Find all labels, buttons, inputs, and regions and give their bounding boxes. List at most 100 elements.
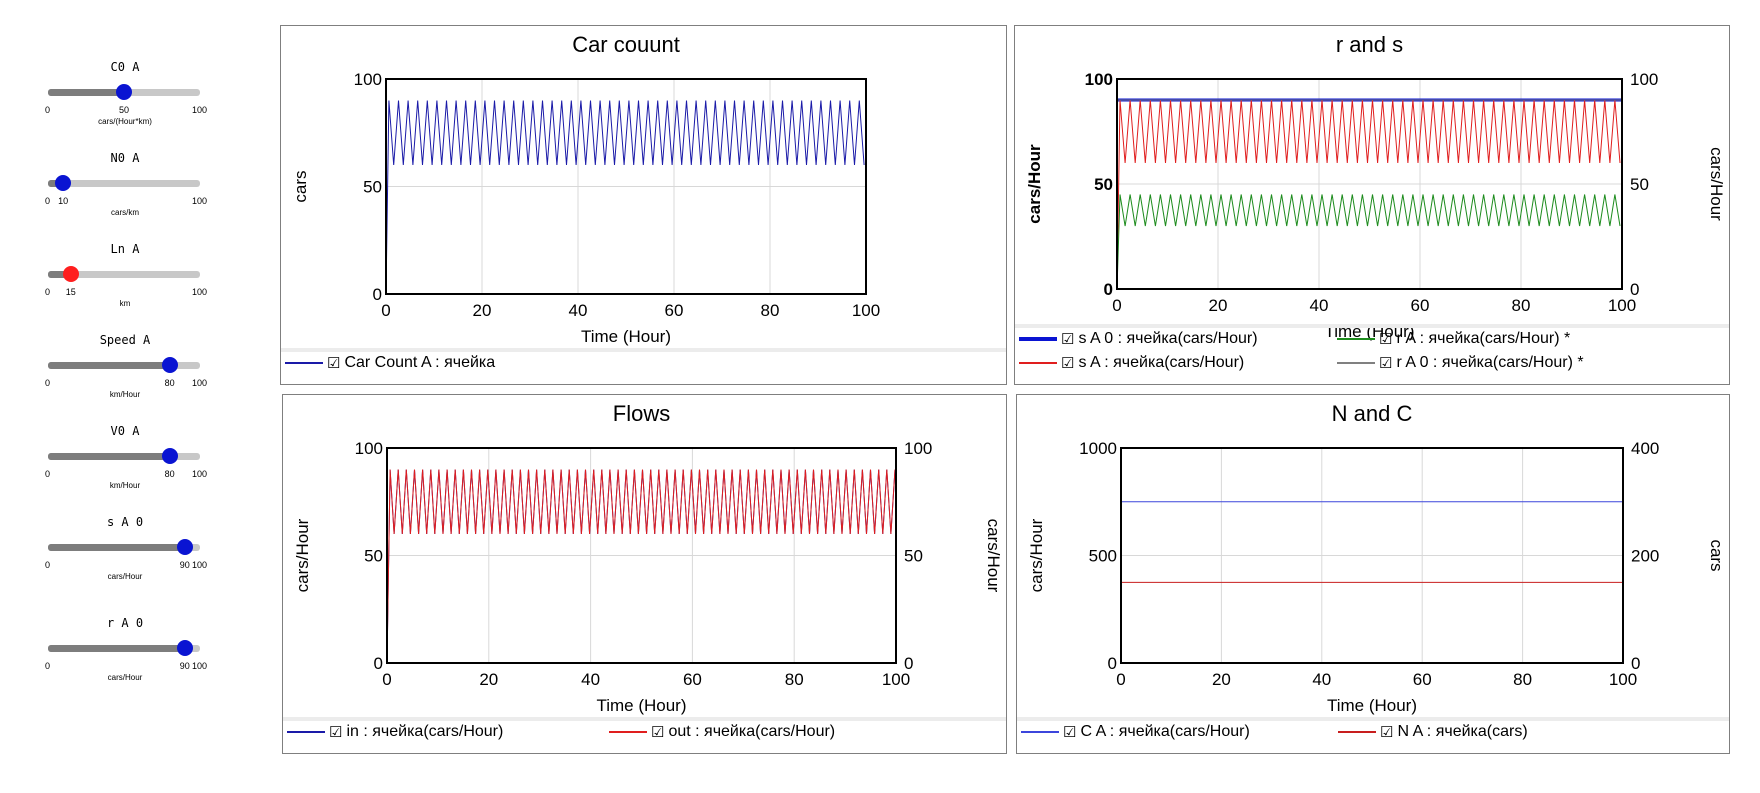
x-tick-label: 60 [665,301,684,320]
x-axis-label: Time (Hour) [596,696,686,715]
slider-min: 0 [45,560,51,570]
plot-frame [386,447,897,664]
x-tick-label: 80 [1513,670,1532,689]
series-line-1 [1116,99,1621,290]
slider-unit: cars/km [111,208,139,217]
legend-item[interactable]: ☑ in : ячейка(cars/Hour) [287,723,503,741]
x-axis-label: Time (Hour) [581,327,671,346]
y-tick-label-right: 400 [1631,439,1659,458]
slider-thumb[interactable] [176,539,193,555]
legend-checkbox[interactable]: ☑ [327,355,341,372]
legend-item[interactable]: ☑ C A : ячейка(cars/Hour) [1021,723,1250,741]
x-tick-label: 80 [785,670,804,689]
slider-track[interactable] [48,539,200,555]
legend-checkbox[interactable]: ☑ [651,724,665,741]
slider-s-a-0[interactable]: s A 0 0 90 100 cars/Hour [40,515,210,601]
legend-swatch [1021,731,1059,733]
slider-value: 80 [164,469,175,479]
slider-thumb[interactable] [161,357,178,373]
legend-checkbox[interactable]: ☑ [1063,724,1077,741]
chart-title: N and C [1332,401,1413,426]
chart-panel-flows: Flows 0 20 40 60 80 100 0 50 100 0 50 100 Time (Hour)… [282,394,1007,754]
slider-n0-a[interactable]: N0 A 0 10 100 cars/km [40,151,210,237]
y-axis-label: cars [291,170,310,202]
slider-r-a-0[interactable]: r A 0 0 90 100 cars/Hour [40,616,210,702]
plot-frame [385,78,867,295]
slider-track[interactable] [48,175,200,191]
slider-min: 0 [45,105,51,115]
slider-thumb[interactable] [62,266,79,282]
slider-value: 15 [65,287,76,297]
legend-item[interactable]: ☑ s A 0 : ячейка(cars/Hour) [1019,330,1258,348]
slider-fill [48,271,71,278]
slider-value: 50 [118,105,129,115]
slider-track[interactable] [48,448,200,464]
slider-max: 100 [192,661,208,671]
legend-divider [1017,717,1729,721]
slider-thumb[interactable] [176,640,193,656]
slider-fill [48,544,185,551]
slider-ln-a[interactable]: Ln A 0 15 100 km [40,242,210,328]
y-tick-label-right: 50 [904,547,923,566]
legend-label: s A : ячейка(cars/Hour) [1078,354,1245,371]
slider-thumb[interactable] [161,448,178,464]
legend-checkbox[interactable]: ☑ [1379,331,1393,348]
legend-divider [283,717,1006,721]
slider-thumb[interactable] [116,84,132,100]
y-tick-label-right: 50 [1630,175,1649,194]
y-tick-label-right: 100 [1630,70,1658,89]
y-axis-label: cars/Hour [1027,518,1046,592]
slider-value: 80 [164,378,175,388]
slider-unit: cars/(Hour*km) [98,117,152,126]
plot-frame [1120,447,1624,664]
slider-speed-a[interactable]: Speed A 0 80 100 km/Hour [40,333,210,419]
slider-value: 90 [179,661,190,671]
slider-min: 0 [45,196,51,206]
legend-item[interactable]: ☑ r A : ячейка(cars/Hour) * [1337,330,1570,348]
chart-title: Car couunt [572,32,680,57]
legend-checkbox[interactable]: ☑ [1061,331,1075,348]
legend-checkbox[interactable]: ☑ [1061,355,1075,372]
legend-divider [1015,324,1729,328]
slider-thumb[interactable] [55,175,72,191]
x-tick-label: 100 [1609,670,1637,689]
legend-item[interactable]: ☑ r A 0 : ячейка(cars/Hour) * [1337,354,1584,372]
legend-swatch [609,731,647,733]
slider-label: V0 A [110,424,140,438]
slider-unit: km/Hour [109,481,141,490]
x-tick-label: 80 [761,301,780,320]
legend-item[interactable]: ☑ s A : ячейка(cars/Hour) [1019,354,1244,372]
x-tick-label: 0 [381,301,390,320]
slider-v0-a[interactable]: V0 A 0 80 100 km/Hour [40,424,210,510]
slider-c0-a[interactable]: C0 A 0 50 100 cars/(Hour*km) [40,60,210,146]
legend-checkbox[interactable]: ☑ [1380,724,1394,741]
x-tick-label: 0 [1116,670,1125,689]
y-tick-label: 50 [363,178,382,197]
legend-label: Car Count A : ячейка [344,354,496,371]
slider-track[interactable] [48,266,200,282]
legend-item[interactable]: ☑ N A : ячейка(cars) [1338,723,1528,741]
legend-item[interactable]: ☑ Car Count A : ячейка [285,354,495,372]
legend-item[interactable]: ☑ out : ячейка(cars/Hour) [609,723,835,741]
slider-max: 100 [192,287,208,297]
chart-panel-n-and-c: N and C 0 20 40 60 80 100 0 500 1000 0 200 400 Time (… [1016,394,1730,754]
slider-track[interactable] [48,357,200,373]
legend-checkbox[interactable]: ☑ [1379,355,1393,372]
y-axis-label-right: cars [1707,539,1726,571]
slider-unit: km/Hour [109,390,141,399]
series-line-0 [385,100,865,295]
legend-swatch [1019,362,1057,364]
slider-min: 0 [45,469,51,479]
legend-swatch [1337,338,1375,340]
slider-max: 100 [192,469,208,479]
y-axis-label-right: cars/Hour [984,519,1003,593]
legend-label: r A : ячейка(cars/Hour) * [1396,330,1571,347]
legend-checkbox[interactable]: ☑ [329,724,343,741]
x-tick-label: 0 [1112,296,1121,315]
slider-track[interactable] [48,640,200,656]
slider-track[interactable] [48,84,200,100]
y-tick-label-right: 0 [904,654,913,673]
series-line-2 [1116,194,1621,290]
